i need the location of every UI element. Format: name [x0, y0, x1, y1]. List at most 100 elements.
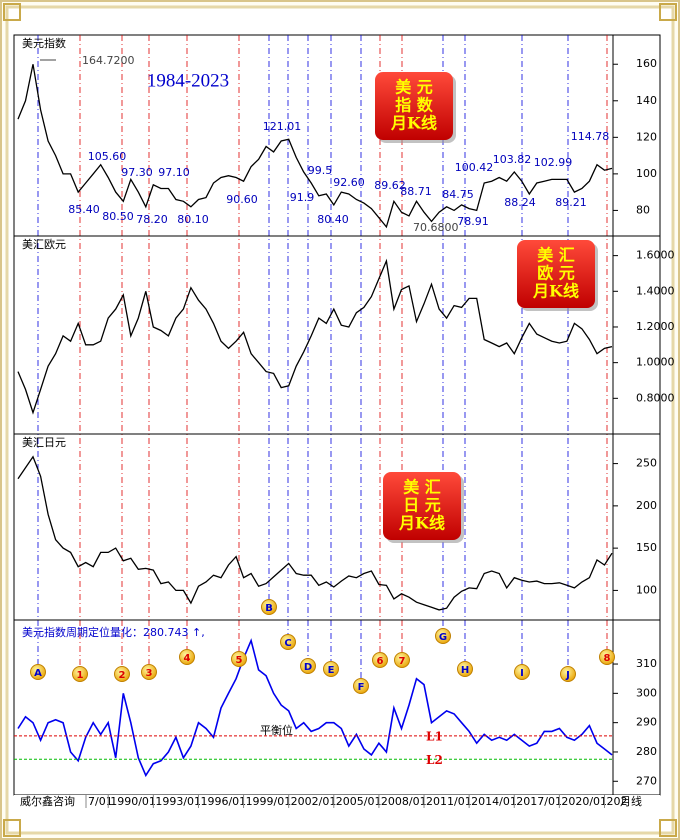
y-tick-label: 0.8000 [636, 391, 675, 404]
badge-text: 月K线 [398, 514, 445, 533]
badge [517, 240, 595, 308]
annotation: 80.50 [102, 210, 134, 223]
badge-text: 日 元 [403, 496, 441, 515]
cycle-marker [514, 664, 530, 680]
cycle-marker-label: 6 [377, 656, 384, 667]
cycle-marker [141, 664, 157, 680]
cycle-marker-label: C [284, 638, 291, 649]
cycle-marker-label: 3 [146, 668, 153, 679]
annotation: 88.71 [400, 185, 432, 198]
annotation: 88.24 [504, 196, 536, 209]
y-tick-label: 300 [636, 686, 657, 699]
y-tick-label: 280 [636, 745, 657, 758]
period: 月线 [620, 794, 642, 808]
cycle-marker-label: J [565, 670, 570, 681]
y-tick-label: 1.0000 [636, 356, 675, 369]
annotation: 78.91 [457, 215, 489, 228]
cycle-marker-label: 7 [399, 656, 406, 667]
annotation: 97.30 [121, 166, 153, 179]
cycle-marker [179, 649, 195, 665]
cycle-marker [280, 634, 296, 650]
badge-text: 月K线 [532, 282, 579, 301]
annotation: 97.10 [158, 166, 190, 179]
y-tick-label: 1.4000 [636, 284, 675, 297]
cycle-marker-label: 5 [236, 655, 243, 666]
x-tick-label: 2014/01 [471, 795, 517, 808]
y-tick-label: 140 [636, 94, 657, 107]
annotation: 114.78 [571, 130, 610, 143]
y-tick-label: 150 [636, 541, 657, 554]
annotation: 102.99 [534, 156, 573, 169]
annotation: 78.20 [136, 213, 168, 226]
source: 威尔鑫咨询 [20, 794, 75, 808]
x-tick-label: 2008/01 [381, 795, 427, 808]
badge-text: 月K线 [390, 114, 437, 133]
annotation: 100.42 [455, 161, 494, 174]
panel-title: 美汇欧元 [22, 238, 66, 251]
level-name: L2 [426, 753, 443, 767]
subtitle: 1984-2023 [147, 70, 229, 91]
badge-text: 美 汇 [403, 478, 441, 497]
badge [375, 72, 453, 140]
cycle-marker-label: G [439, 632, 447, 643]
x-tick-label: 1993/01 [155, 795, 201, 808]
cycle-marker-label: F [358, 682, 365, 693]
frame-inner [5, 5, 675, 835]
annotation: 85.40 [68, 203, 100, 216]
x-tick-label: 2002/01 [291, 795, 337, 808]
x-tick-label: 2005/01 [336, 795, 382, 808]
annotation: 70.6800 [413, 221, 459, 234]
series-line [17, 258, 613, 415]
y-tick-label: 1.6000 [636, 249, 675, 262]
x-tick-label: 2011/01 [426, 795, 472, 808]
annotation: 91.9 [290, 191, 315, 204]
cycle-marker-label: 4 [184, 653, 191, 664]
y-tick-label: 120 [636, 130, 657, 143]
annotation: 80.40 [317, 213, 349, 226]
x-tick-label: 1999/01 [246, 795, 292, 808]
series-line [17, 64, 613, 229]
y-tick-label: 100 [636, 583, 657, 596]
annotation: 80.10 [177, 213, 209, 226]
x-axis-band [14, 795, 660, 809]
series-line [17, 638, 613, 778]
panel-title: 美汇日元 [22, 436, 66, 449]
x-tick-label: 2017/01 [516, 795, 562, 808]
annotation: 99.5 [308, 164, 333, 177]
badge-text: 美 元 [395, 78, 433, 97]
cycle-marker-label: E [328, 665, 335, 676]
y-tick-label: 290 [636, 716, 657, 729]
level-label: 平衡位 [260, 723, 293, 737]
cycle-marker [30, 664, 46, 680]
cycle-marker [261, 599, 277, 615]
cycle-marker-label: H [461, 665, 469, 676]
x-tick-label: 7/01 [88, 795, 113, 808]
cycle-marker [114, 666, 130, 682]
y-tick-label: 250 [636, 457, 657, 470]
y-tick-label: 310 [636, 657, 657, 670]
cycle-marker-label: 1 [77, 670, 84, 681]
cycle-marker-label: 8 [604, 653, 611, 664]
y-tick-label: 100 [636, 167, 657, 180]
y-tick-label: 1.2000 [636, 320, 675, 333]
x-tick-label: 2020/01 [561, 795, 607, 808]
cycle-marker [560, 666, 576, 682]
annotation: 89.21 [555, 196, 587, 209]
panel-title: 美元指数周期定位量化：280.743 ↑, [22, 625, 205, 639]
annotation: 105.60 [88, 150, 127, 163]
cycle-marker [599, 649, 615, 665]
badge-text: 指 数 [395, 96, 434, 115]
annotation: 90.60 [226, 193, 258, 206]
y-tick-label: 200 [636, 499, 657, 512]
cycle-marker [300, 658, 316, 674]
annotation: 84.75 [442, 188, 474, 201]
badge-text: 欧 元 [537, 264, 575, 283]
level-name: L1 [426, 729, 443, 743]
cycle-marker-label: A [34, 668, 42, 679]
cycle-marker-label: B [265, 603, 273, 614]
badge [383, 472, 461, 540]
y-tick-label: 160 [636, 57, 657, 70]
cycle-marker-label: I [520, 668, 524, 679]
